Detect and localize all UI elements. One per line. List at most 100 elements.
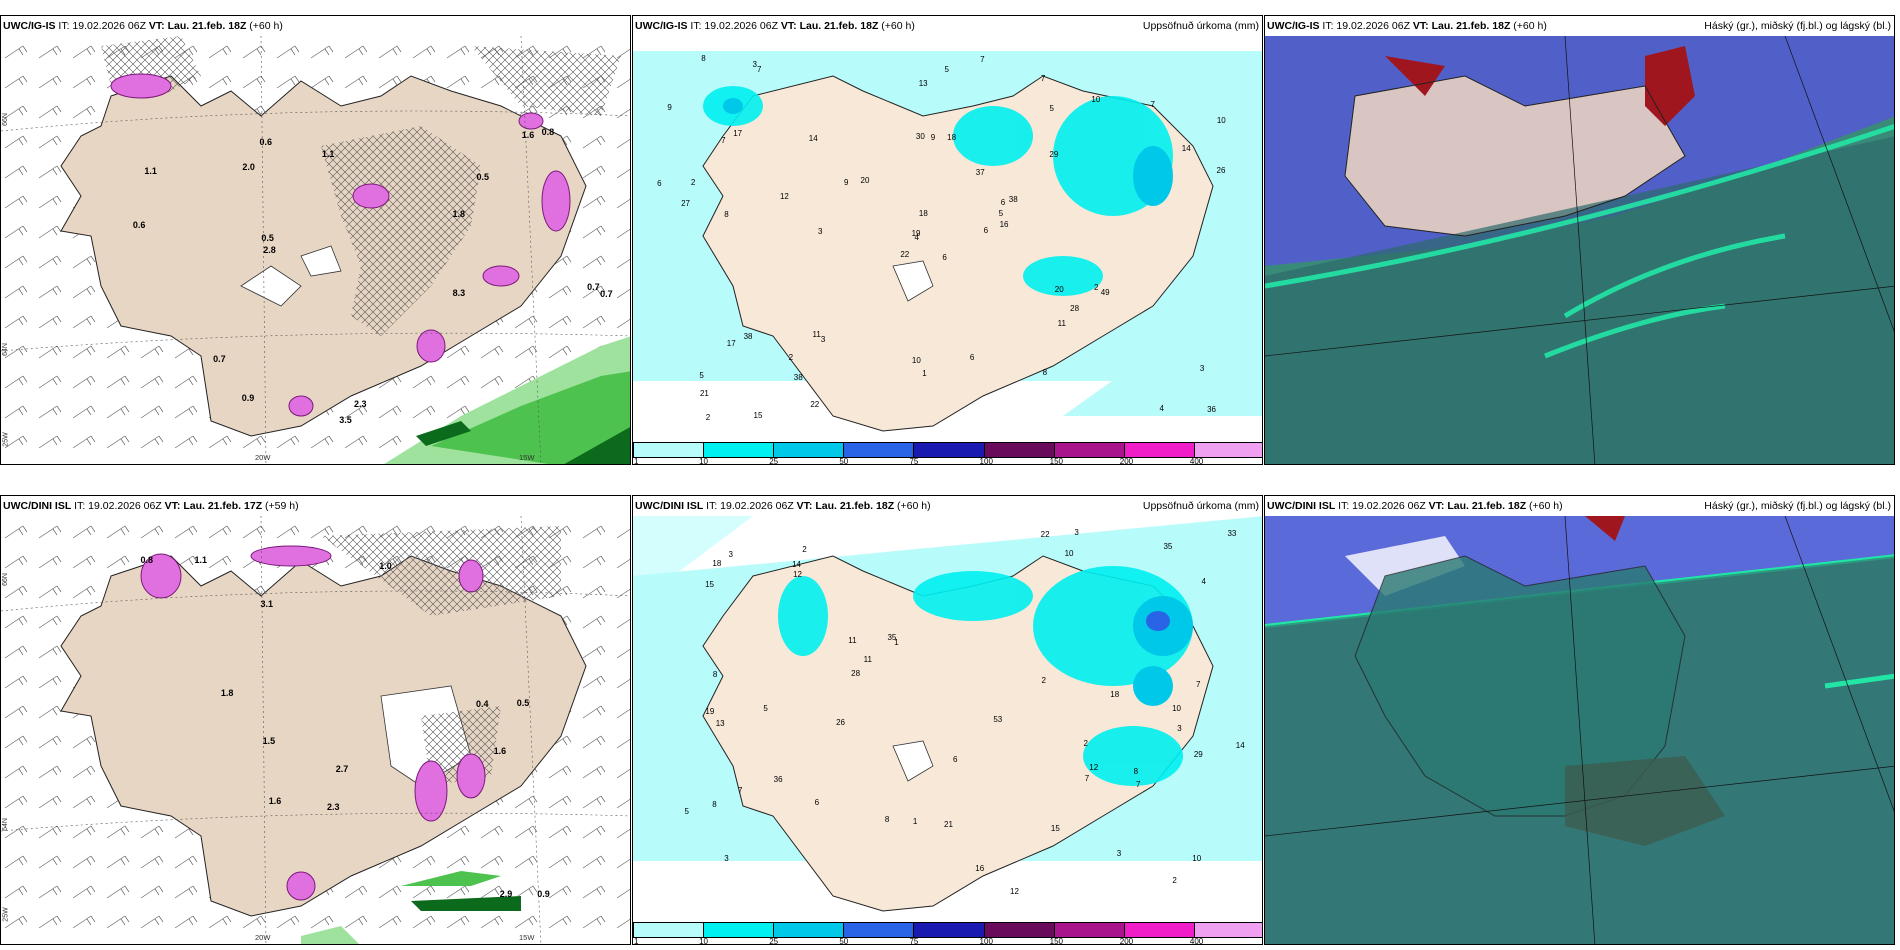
panel-wind-snow-dini: UWC/DINI ISL IT: 19.02.2026 06Z VT: Lau.… (0, 495, 631, 945)
value-label: 3.5 (339, 415, 352, 426)
colorbar-cell (1053, 442, 1125, 458)
value-label: 7 (1040, 74, 1046, 84)
value-label: 12 (1010, 886, 1019, 896)
panel-header: UWC/IG-IS IT: 19.02.2026 06Z VT: Lau. 21… (3, 20, 283, 32)
value-label: 11 (848, 635, 857, 645)
value-label: 1.1 (321, 148, 335, 159)
panel-title: Háský (gr.), miðský (fj.bl.) og lágský (… (1704, 20, 1891, 32)
value-label: 2 (1093, 282, 1099, 292)
colorbar-label: 200 (1119, 937, 1134, 945)
value-label: 6 (1000, 198, 1006, 207)
value-label: 1 (922, 368, 927, 378)
value-label: 11 (812, 329, 821, 339)
value-label: 49 (1100, 287, 1110, 297)
value-label: 11 (1057, 318, 1066, 328)
value-label: 29 (1049, 149, 1059, 159)
value-label: 15 (1050, 823, 1060, 833)
value-label: 19 (705, 706, 715, 716)
value-label: 3 (1199, 364, 1205, 374)
value-label: 7 (756, 64, 762, 74)
value-label: 30 (915, 132, 925, 142)
panel-wind-snow-igis: UWC/IG-IS IT: 19.02.2026 06Z VT: Lau. 21… (0, 15, 631, 465)
value-label: 0.4 (475, 699, 489, 710)
colorbar-label: 75 (909, 937, 919, 945)
value-label: 18 (918, 208, 928, 218)
colorbar-cell (1053, 922, 1125, 938)
lat-label-64n: 64N (1, 343, 9, 356)
colorbar-cell (1123, 442, 1195, 458)
value-label: 28 (1070, 304, 1080, 314)
value-label: 2 (1083, 739, 1088, 749)
value-label: 7 (1196, 680, 1201, 690)
colorbar-cell (843, 442, 915, 458)
value-label: 21 (944, 820, 953, 830)
value-label: 3 (728, 549, 733, 559)
value-label: 18 (1110, 689, 1120, 699)
value-label: 0.8 (140, 554, 153, 565)
value-label: 18 (712, 559, 722, 569)
panel-title: Uppsöfnuð úrkoma (mm) (1142, 20, 1259, 32)
value-label: 1.0 (379, 561, 392, 572)
cloud-map (1265, 36, 1894, 464)
lon-label-20w: 20W (255, 933, 271, 942)
value-label: 27 (681, 198, 691, 208)
value-label: 19 (911, 229, 921, 239)
value-label: 11 (863, 654, 872, 664)
value-label: 0.5 (516, 697, 530, 708)
value-label: 10 (1064, 549, 1074, 559)
value-label: 2.0 (242, 162, 255, 173)
value-label: 3 (820, 335, 826, 345)
value-label: 22 (1040, 529, 1050, 539)
value-label: 36 (773, 775, 783, 785)
colorbar-label: 25 (769, 457, 779, 465)
value-label: 13 (918, 79, 928, 89)
value-label: 5 (944, 65, 949, 75)
value-label: 10 (1216, 115, 1226, 125)
colorbar-label: 75 (909, 457, 919, 465)
value-label: 12 (793, 570, 803, 580)
colorbar-label: 100 (979, 457, 993, 465)
precip-map (633, 36, 1262, 464)
value-label: 22 (810, 399, 820, 409)
value-label: 7 (1084, 774, 1090, 784)
value-label: 0.5 (476, 172, 490, 183)
panel-clouds-dini: UWC/DINI ISL IT: 19.02.2026 06Z VT: Lau.… (1264, 495, 1895, 945)
value-label: 1.8 (452, 209, 466, 220)
colorbar-label: 400 (1189, 937, 1204, 945)
colorbar-label: 150 (1049, 937, 1064, 945)
value-label: 17 (726, 339, 736, 349)
value-label: 16 (975, 864, 985, 874)
value-label: 14 (808, 133, 818, 143)
value-label: 3 (1177, 723, 1182, 733)
value-label: 2.3 (354, 398, 367, 409)
value-label: 3.1 (260, 599, 274, 610)
colorbar-cell (913, 922, 985, 938)
value-label: 26 (1216, 166, 1226, 176)
panel-precip-igis: UWC/IG-IS IT: 19.02.2026 06Z VT: Lau. 21… (632, 15, 1263, 465)
lat-label-64n: 64N (1, 818, 9, 831)
value-label: 12 (779, 191, 789, 201)
colorbar-label: 25 (769, 937, 779, 945)
value-label: 2.7 (335, 763, 349, 774)
colorbar-cell (913, 442, 985, 458)
colorbar-label: 400 (1189, 457, 1204, 465)
value-label: 3 (724, 853, 729, 863)
value-label: 4 (1201, 577, 1206, 587)
panel-precip-dini: UWC/DINI ISL IT: 19.02.2026 06Z VT: Lau.… (632, 495, 1263, 945)
value-label: 9 (843, 178, 849, 188)
colorbar-label: 100 (979, 937, 993, 945)
value-label: 0.8 (541, 126, 555, 137)
value-label: 8 (884, 815, 890, 825)
colorbar-label: 10 (699, 457, 709, 465)
value-label: 1 (912, 817, 918, 827)
value-label: 16 (999, 219, 1009, 229)
value-label: 38 (743, 331, 753, 341)
colorbar-label: 50 (839, 937, 849, 945)
lon-label-15w: 15W (519, 933, 535, 942)
value-label: 8 (712, 669, 718, 679)
value-label: 6 (969, 353, 975, 363)
colorbar-cell (773, 922, 845, 938)
value-label: 2 (690, 177, 696, 187)
value-label: 18 (947, 132, 957, 142)
lon-label-15w: 15W (519, 453, 535, 462)
